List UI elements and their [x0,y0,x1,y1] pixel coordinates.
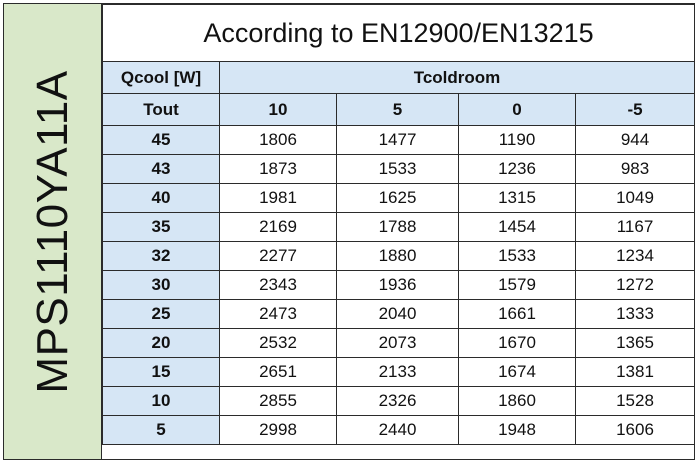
value-cell: 2343 [219,270,337,300]
value-cell: 2277 [219,241,337,271]
column-header: -5 [574,93,696,126]
tout-cell: 40 [102,183,220,213]
tout-cell: 43 [102,154,220,184]
value-cell: 983 [574,154,696,184]
value-cell: 1661 [458,299,576,329]
value-cell: 1860 [458,386,576,416]
value-cell: 1948 [458,415,576,445]
capacity-table: According to EN12900/EN13215 Qcool [W] T… [101,4,696,445]
tout-cell: 30 [102,270,220,300]
value-cell: 2133 [336,357,459,387]
table-row: 5 2998 2440 1948 1606 [102,415,696,445]
value-cell: 1981 [219,183,337,213]
value-cell: 1477 [336,125,459,155]
value-cell: 1533 [458,241,576,271]
tout-cell: 35 [102,212,220,242]
value-cell: 1625 [336,183,459,213]
tout-cell: 32 [102,241,220,271]
table-row: 20 2532 2073 1670 1365 [102,328,696,358]
model-label: MPS1110YA11A [27,69,77,394]
group-header: Tcoldroom [218,61,696,94]
value-cell: 1880 [336,241,459,271]
value-cell: 2855 [219,386,337,416]
value-cell: 1528 [574,386,696,416]
table-row: 32 2277 1880 1533 1234 [102,241,696,271]
value-cell: 1365 [574,328,696,358]
value-cell: 2998 [219,415,337,445]
value-cell: 1167 [574,212,696,242]
table-row: 25 2473 2040 1661 1333 [102,299,696,329]
table-row: 35 2169 1788 1454 1167 [102,212,696,242]
value-cell: 1533 [336,154,459,184]
tout-cell: 25 [102,299,220,329]
group-header-row: Qcool [W] Tcoldroom [102,61,696,94]
column-header: 0 [458,93,576,126]
value-cell: 944 [574,125,696,155]
value-cell: 1670 [458,328,576,358]
value-cell: 1234 [574,241,696,271]
table-row: 30 2343 1936 1579 1272 [102,270,696,300]
tout-cell: 10 [102,386,220,416]
table-row: 15 2651 2133 1674 1381 [102,357,696,387]
value-cell: 1190 [458,125,576,155]
value-cell: 1272 [574,270,696,300]
tout-cell: 20 [102,328,220,358]
tout-cell: 45 [102,125,220,155]
table-row: 40 1981 1625 1315 1049 [102,183,696,213]
value-cell: 2073 [336,328,459,358]
column-header: 10 [219,93,337,126]
value-cell: 1936 [336,270,459,300]
tout-cell: 5 [102,415,220,445]
value-cell: 1674 [458,357,576,387]
value-cell: 1454 [458,212,576,242]
table-row: 43 1873 1533 1236 983 [102,154,696,184]
table-row: 10 2855 2326 1860 1528 [102,386,696,416]
value-cell: 2440 [336,415,459,445]
table-title: According to EN12900/EN13215 [101,4,696,62]
value-cell: 1049 [574,183,696,213]
spec-table-frame: MPS1110YA11A According to EN12900/EN1321… [3,3,696,460]
corner-label: Qcool [W] [102,61,220,94]
value-cell: 1236 [458,154,576,184]
table-row: 45 1806 1477 1190 944 [102,125,696,155]
value-cell: 1873 [219,154,337,184]
row-header-label: Tout [102,93,220,126]
value-cell: 1606 [574,415,696,445]
value-cell: 1333 [574,299,696,329]
column-header-row: Tout 10 5 0 -5 [102,93,696,126]
value-cell: 1788 [336,212,459,242]
value-cell: 2473 [219,299,337,329]
value-cell: 1806 [219,125,337,155]
tout-cell: 15 [102,357,220,387]
column-header: 5 [336,93,459,126]
model-sidebar: MPS1110YA11A [4,4,102,459]
title-row: According to EN12900/EN13215 [101,4,696,62]
value-cell: 2040 [336,299,459,329]
value-cell: 2651 [219,357,337,387]
value-cell: 1315 [458,183,576,213]
value-cell: 2169 [219,212,337,242]
value-cell: 1381 [574,357,696,387]
value-cell: 2532 [219,328,337,358]
value-cell: 2326 [336,386,459,416]
value-cell: 1579 [458,270,576,300]
